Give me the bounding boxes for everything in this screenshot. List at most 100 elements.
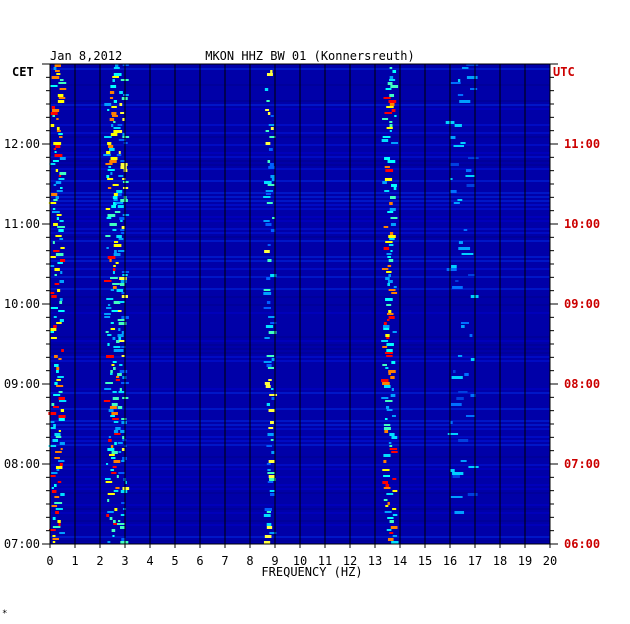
x-tick-label: 15 [418,554,432,568]
band-speckle [112,337,116,340]
band-speckle [447,433,459,435]
band-speckle [111,412,118,415]
band-speckle [115,202,124,204]
band-speckle [467,493,478,496]
band-speckle [122,136,130,138]
band-speckle [117,193,122,196]
band-speckle [107,214,116,217]
band-speckle [389,520,394,523]
band-speckle [117,334,124,337]
band-speckle [453,145,465,147]
band-speckle [269,490,275,492]
band-speckle [263,307,272,309]
band-speckle [113,67,120,69]
band-speckle [266,277,271,280]
band-speckle [118,328,121,331]
band-speckle [388,244,394,246]
band-speckle [55,451,62,453]
band-speckle [53,67,57,70]
band-speckle [390,250,393,252]
band-speckle [52,439,59,442]
band-speckle [265,193,272,195]
band-speckle [389,445,393,447]
band-speckle [55,70,60,72]
band-speckle [59,301,63,304]
band-speckle [55,196,59,199]
band-speckle [384,385,391,388]
band-speckle [107,511,114,513]
band-speckle [466,184,475,187]
band-speckle [122,487,130,490]
band-speckle [119,217,126,220]
band-speckle [383,424,391,426]
band-speckle [112,535,115,537]
band-speckle [111,457,116,459]
band-speckle [270,229,276,232]
band-speckle [268,427,274,429]
band-speckle [387,256,391,258]
band-speckle [391,361,396,364]
band-speckle [49,421,55,423]
band-speckle [109,160,117,163]
band-speckle [109,118,115,121]
band-speckle [121,226,126,229]
band-speckle [54,457,60,459]
left-tick-label: 09:00 [4,377,40,391]
band-speckle [382,181,387,184]
band-speckle [387,538,394,541]
band-speckle [105,463,109,465]
band-speckle [51,106,56,109]
band-speckle [382,118,389,120]
band-speckle [52,208,56,210]
right-axis-label: UTC [553,65,575,79]
band-speckle [115,427,121,430]
band-speckle [113,520,116,523]
band-speckle [384,352,393,354]
band-speckle [55,181,62,184]
band-speckle [267,367,274,369]
band-speckle [391,292,398,294]
band-speckle [112,271,115,274]
band-speckle [382,481,389,484]
band-speckle [384,112,393,114]
band-speckle [384,157,391,160]
band-speckle [385,88,392,90]
band-speckle [53,325,57,328]
band-speckle [54,151,57,153]
band-speckle [106,175,110,178]
band-speckle [55,145,61,148]
band-speckle [120,220,123,222]
band-speckle [52,535,56,537]
band-speckle [391,436,398,439]
band-speckle [113,421,119,423]
band-speckle [468,274,475,276]
band-speckle [111,112,117,115]
band-speckle [458,439,469,442]
band-speckle [112,76,119,78]
band-speckle [53,142,62,145]
band-speckle [112,466,117,468]
band-speckle [386,313,394,315]
band-speckle [113,430,119,433]
band-speckle [113,244,122,247]
band-speckle [54,382,58,385]
band-speckle [112,286,117,289]
band-speckle [50,331,55,333]
band-speckle [60,448,63,450]
band-speckle [460,322,469,324]
band-speckle [120,112,125,114]
band-speckle [383,454,391,457]
band-speckle [390,85,399,88]
band-speckle [266,403,271,406]
x-tick-label: 18 [493,554,507,568]
band-speckle [118,337,122,340]
band-speckle [58,310,65,312]
band-speckle [51,505,58,507]
band-speckle [105,355,114,358]
band-speckle [117,442,123,444]
band-speckle [56,73,61,75]
band-speckle [391,541,399,544]
band-speckle [383,499,388,501]
band-speckle [267,481,274,483]
band-speckle [460,142,466,144]
